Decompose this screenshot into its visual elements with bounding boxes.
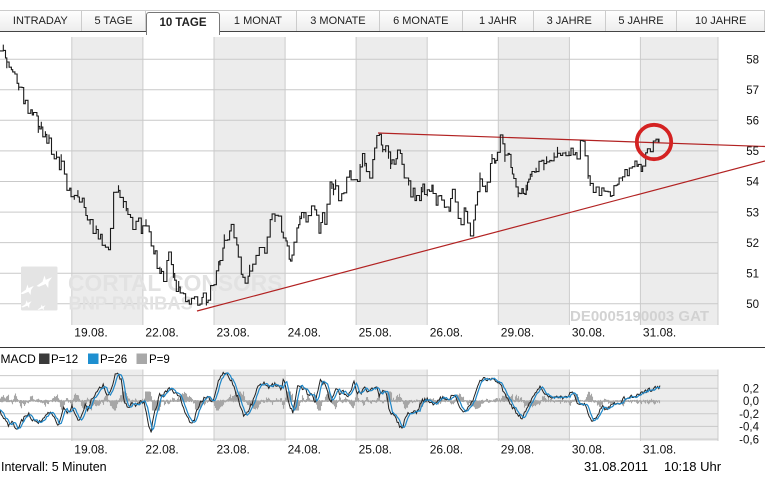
svg-text:53: 53	[746, 207, 759, 219]
svg-text:30.08.: 30.08.	[572, 326, 605, 340]
svg-text:57: 57	[746, 85, 759, 97]
svg-text:31.08.2011: 31.08.2011	[584, 459, 648, 474]
svg-text:Intervall: 5 Minuten: Intervall: 5 Minuten	[1, 460, 107, 474]
svg-text:-0,2: -0,2	[739, 409, 759, 421]
svg-text:DE0005190003 GAT: DE0005190003 GAT	[570, 308, 709, 325]
svg-text:22.08.: 22.08.	[145, 326, 178, 340]
svg-text:50: 50	[746, 299, 759, 311]
svg-text:51: 51	[746, 268, 759, 280]
svg-text:55: 55	[746, 146, 759, 158]
svg-text:25.08.: 25.08.	[359, 443, 392, 457]
svg-text:BNP PARIBAS: BNP PARIBAS	[69, 293, 193, 314]
svg-text:0,2: 0,2	[743, 384, 759, 396]
svg-text:23.08.: 23.08.	[217, 443, 250, 457]
svg-text:-0,6: -0,6	[739, 434, 759, 446]
svg-text:25.08.: 25.08.	[359, 326, 392, 340]
svg-text:31.08.: 31.08.	[643, 326, 676, 340]
svg-text:0,0: 0,0	[743, 396, 759, 408]
svg-text:26.08.: 26.08.	[430, 326, 463, 340]
svg-text:24.08.: 24.08.	[288, 443, 321, 457]
svg-text:29.08.: 29.08.	[501, 443, 534, 457]
svg-text:30.08.: 30.08.	[572, 443, 605, 457]
svg-text:23.08.: 23.08.	[217, 326, 250, 340]
svg-text:26.08.: 26.08.	[430, 443, 463, 457]
svg-text:P=26: P=26	[100, 354, 127, 366]
svg-text:29.08.: 29.08.	[501, 326, 534, 340]
svg-text:54: 54	[746, 177, 759, 189]
svg-text:56: 56	[746, 116, 759, 128]
svg-text:52: 52	[746, 238, 759, 250]
svg-text:P=12: P=12	[51, 354, 78, 366]
svg-text:P=9: P=9	[149, 354, 170, 366]
svg-text:58: 58	[746, 54, 759, 66]
svg-text:24.08.: 24.08.	[288, 326, 321, 340]
svg-text:-0,4: -0,4	[739, 422, 759, 434]
svg-text:22.08.: 22.08.	[145, 443, 178, 457]
svg-text:10:18 Uhr: 10:18 Uhr	[664, 459, 722, 474]
svg-text:MACD: MACD	[1, 352, 37, 366]
svg-text:31.08.: 31.08.	[643, 443, 676, 457]
svg-text:19.08.: 19.08.	[74, 443, 107, 457]
svg-text:19.08.: 19.08.	[74, 326, 107, 340]
